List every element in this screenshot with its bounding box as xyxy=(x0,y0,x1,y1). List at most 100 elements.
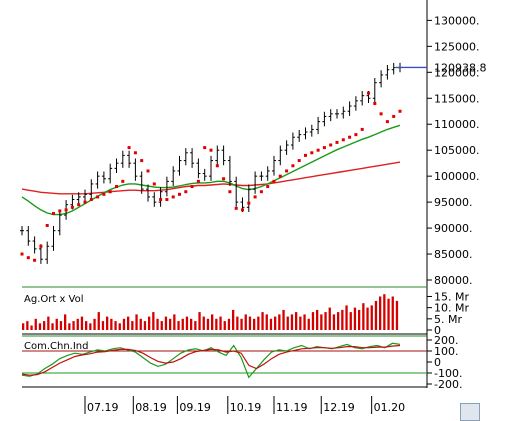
volume-bar xyxy=(160,321,163,330)
sar-dot xyxy=(278,174,282,178)
price-bar xyxy=(83,189,87,202)
x-tick-label: 01.20 xyxy=(374,401,406,414)
price-bar xyxy=(290,132,295,150)
volume-bar xyxy=(227,318,231,330)
sar-dot xyxy=(39,244,43,248)
sar-dot xyxy=(373,101,377,105)
sar-dot xyxy=(297,159,301,163)
volume-bar xyxy=(43,321,46,330)
volume-bar xyxy=(219,316,222,330)
price-y-tick-label: 120000. xyxy=(434,66,480,79)
x-tick-label: 11.19 xyxy=(276,401,308,414)
price-bar xyxy=(89,179,94,199)
sar-dot xyxy=(272,179,276,183)
price-y-tick-label: 110000. xyxy=(434,118,480,131)
sar-dot xyxy=(398,109,402,113)
volume-bar xyxy=(156,318,159,330)
volume-bar xyxy=(362,303,365,330)
sar-dot xyxy=(360,127,364,131)
price-bar xyxy=(114,158,119,174)
mid-ma-line xyxy=(21,124,401,216)
price-bar xyxy=(32,236,37,254)
sar-dot xyxy=(304,153,307,157)
volume-bar xyxy=(307,318,310,330)
sar-dot xyxy=(152,182,156,186)
volume-bar xyxy=(76,318,79,330)
price-y-tick-label: 90000. xyxy=(434,222,473,235)
price-bar xyxy=(152,192,157,207)
volume-bar xyxy=(85,321,88,330)
price-bar xyxy=(171,166,176,187)
volume-bar xyxy=(114,321,117,330)
sar-dot xyxy=(159,198,163,202)
volume-bar xyxy=(51,323,54,330)
volume-bar xyxy=(248,316,252,330)
sar-dot xyxy=(127,146,131,150)
price-bar xyxy=(391,62,396,75)
volume-bar xyxy=(148,316,151,330)
price-bar xyxy=(209,155,213,181)
cci-y-tick-label: -100. xyxy=(434,367,462,380)
sar-dot xyxy=(26,256,30,260)
sar-dot xyxy=(215,164,219,168)
sar-dot xyxy=(228,190,232,194)
volume-bar xyxy=(30,325,33,330)
volume-bar xyxy=(118,323,121,330)
volume-bar xyxy=(55,318,58,330)
volume-bar xyxy=(299,316,302,330)
volume-bar xyxy=(383,294,386,330)
sar-dot xyxy=(45,223,49,227)
volume-bar xyxy=(316,309,319,330)
cci-y-tick-label: 100. xyxy=(434,345,459,358)
volume-bar xyxy=(320,314,323,330)
price-y-tick-label: 105000. xyxy=(434,144,480,157)
price-bar xyxy=(335,109,339,119)
volume-bar xyxy=(101,321,105,330)
volume-bar xyxy=(370,305,373,330)
volume-bar xyxy=(349,312,352,330)
volume-bar xyxy=(341,309,344,330)
price-bar xyxy=(316,116,321,135)
sar-dot xyxy=(102,192,106,196)
volume-bar xyxy=(395,300,399,330)
scroll-arrow-icon[interactable] xyxy=(460,403,480,421)
cci-y-tick-label: 0 xyxy=(434,356,441,369)
x-axis: 07.19 08.19 09.19 10.19 11.19 12.19 01.20 xyxy=(84,396,406,414)
sar-dot xyxy=(178,192,181,196)
sar-dot xyxy=(335,140,339,144)
sar-dot xyxy=(341,138,345,142)
volume-bar xyxy=(38,323,42,330)
volume-y-tick-label: 10. Mr xyxy=(434,302,469,315)
cci-panel-title: Com.Chn.Ind xyxy=(24,341,89,352)
price-bar xyxy=(120,150,125,168)
volume-bar xyxy=(257,316,260,330)
volume-bar xyxy=(181,318,184,330)
price-bar xyxy=(322,111,327,127)
price-bar xyxy=(101,171,106,184)
volume-panel xyxy=(22,294,399,330)
volume-bar xyxy=(152,312,155,330)
price-bar xyxy=(177,155,182,176)
price-bar xyxy=(108,163,113,184)
volume-bar xyxy=(106,316,109,330)
volume-bar xyxy=(59,321,63,330)
sar-dot xyxy=(291,164,295,168)
volume-bar xyxy=(328,307,331,330)
volume-bar xyxy=(232,309,235,330)
sar-dot xyxy=(310,151,314,155)
x-tick-label: 10.19 xyxy=(230,401,261,414)
sar-dot xyxy=(52,212,55,216)
price-bar xyxy=(372,78,377,103)
price-bar xyxy=(246,184,251,212)
sar-dot xyxy=(329,143,333,147)
price-bar xyxy=(190,148,195,168)
sar-dot xyxy=(140,159,144,163)
price-bar xyxy=(51,226,56,251)
price-bar xyxy=(95,171,100,189)
cci-signal-line xyxy=(21,344,401,376)
price-bar xyxy=(139,171,144,194)
price-bar xyxy=(20,226,24,236)
sar-dot xyxy=(241,208,244,212)
volume-bar xyxy=(198,312,201,330)
